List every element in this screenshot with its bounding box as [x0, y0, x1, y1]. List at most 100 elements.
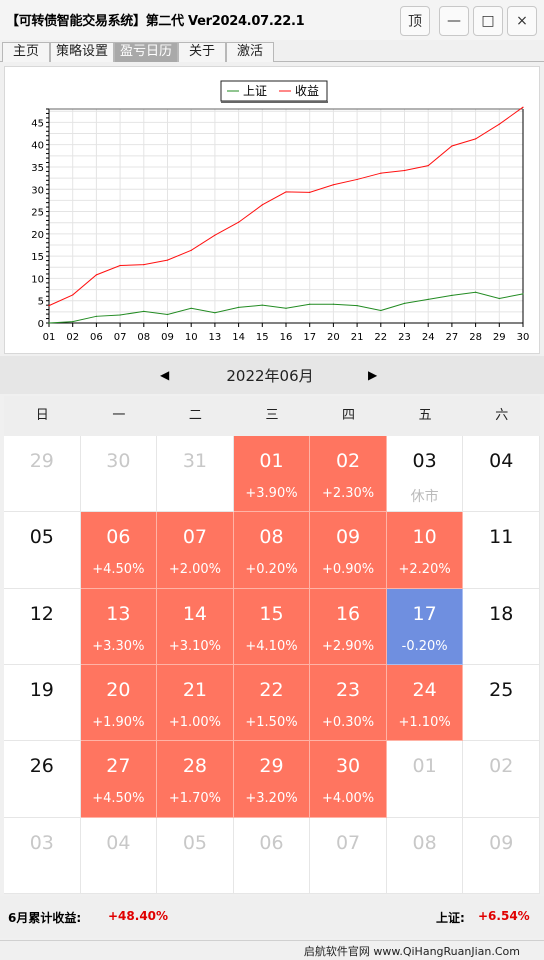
day-number: 01 — [412, 755, 437, 778]
tab-strategy-settings[interactable]: 策略设置 — [50, 42, 114, 62]
calendar-day-cell[interactable]: 09 +0.90% — [310, 512, 387, 589]
day-number: 25 — [489, 679, 514, 701]
series-point — [119, 314, 121, 316]
calendar-day-cell[interactable]: 02 +2.30% — [310, 436, 387, 513]
daily-return: +2.00% — [168, 562, 222, 578]
calendar-day-cell[interactable]: 07 — [310, 817, 387, 894]
x-tick-label: 27 — [446, 332, 459, 343]
calendar-day-cell[interactable]: 06 — [233, 817, 311, 894]
series-point — [285, 307, 287, 309]
weekday-label: 五 — [418, 408, 432, 423]
calendar-day-cell[interactable]: 05 — [4, 512, 81, 589]
calendar-day-cell[interactable]: 17 -0.20% — [386, 588, 464, 665]
y-tick-label: 25 — [31, 208, 44, 219]
calendar-day-cell[interactable]: 23 +0.30% — [310, 665, 387, 742]
series-point — [403, 169, 406, 172]
triangle-left-icon[interactable]: ◀ — [160, 368, 170, 382]
website-link[interactable]: 启航软件官网 www.QiHangRuanJian.Com — [303, 945, 520, 958]
calendar-day-cell[interactable]: 07 +2.00% — [157, 512, 234, 589]
calendar-day-cell[interactable]: 01 +3.90% — [233, 436, 311, 513]
x-tick-label: 20 — [327, 332, 340, 343]
x-tick-label: 30 — [517, 332, 530, 343]
calendar-day-cell[interactable]: 10 +2.20% — [386, 512, 464, 589]
x-tick-label: 09 — [161, 332, 174, 343]
daily-return: +2.20% — [398, 562, 451, 578]
day-number: 24 — [412, 679, 437, 701]
pin-top-button[interactable]: 顶 — [400, 6, 430, 36]
calendar-day-cell[interactable]: 31 — [157, 436, 234, 513]
series-point — [119, 264, 121, 267]
calendar-day-cell[interactable]: 20 +1.90% — [80, 665, 158, 742]
calendar-day-cell[interactable]: 11 — [463, 512, 540, 589]
daily-return: +3.20% — [245, 791, 298, 807]
daily-return: -0.20% — [401, 638, 448, 654]
weekday-label: 四 — [342, 408, 356, 423]
series-point — [403, 302, 406, 304]
day-number: 28 — [182, 755, 208, 778]
calendar-day-cell[interactable]: 04 — [80, 817, 158, 894]
calendar-day-cell[interactable]: 25 — [463, 665, 540, 742]
tab-pnl-calendar[interactable]: 盈亏日历 — [114, 42, 178, 62]
calendar-day-cell[interactable]: 18 — [463, 588, 540, 665]
y-tick-label: 40 — [31, 141, 44, 152]
series-point — [356, 178, 358, 181]
y-tick-label: 10 — [31, 274, 44, 285]
calendar-day-cell[interactable]: 04 — [463, 436, 540, 513]
calendar-day-cell[interactable]: 08 +0.20% — [233, 512, 311, 589]
day-number: 02 — [335, 450, 361, 472]
calendar-day-cell[interactable]: 13 +3.30% — [80, 588, 158, 665]
calendar-day-cell[interactable]: 09 — [463, 817, 540, 894]
calendar-day-cell[interactable]: 08 — [386, 817, 464, 894]
series-point — [238, 221, 240, 223]
y-tick-label: 35 — [31, 163, 44, 174]
calendar-day-cell[interactable]: 14 +3.10% — [157, 588, 234, 665]
calendar-day-cell[interactable]: 05 — [157, 817, 234, 894]
series-point — [166, 313, 169, 316]
series-point — [451, 145, 453, 147]
index-return-value: +6.54% — [478, 909, 530, 923]
tab-home[interactable]: 主页 — [2, 42, 50, 62]
calendar-day-cell[interactable]: 19 — [4, 665, 81, 742]
calendar-day-cell[interactable]: 06 +4.50% — [80, 512, 158, 589]
daily-return: +4.00% — [321, 791, 375, 807]
series-point — [190, 307, 192, 309]
day-number: 16 — [335, 602, 361, 625]
daily-return: +0.20% — [245, 562, 298, 578]
x-tick-label: 24 — [422, 332, 435, 343]
triangle-right-icon[interactable]: ▶ — [368, 368, 378, 382]
weekday-label: 日 — [35, 408, 49, 423]
calendar-day-cell[interactable]: 15 +4.10% — [233, 588, 311, 665]
minimize-button[interactable]: — — [439, 6, 469, 36]
calendar-day-cell[interactable]: 27 +4.50% — [80, 741, 158, 818]
calendar-day-cell[interactable]: 02 — [463, 741, 540, 818]
x-tick-label: 13 — [209, 332, 222, 343]
x-tick-label: 10 — [185, 332, 198, 343]
title-bar: 【可转债智能交易系统】第二代 Ver2024.07.22.1 顶 — □ × — [0, 0, 544, 40]
daily-return: +4.10% — [245, 638, 298, 654]
calendar-day-cell[interactable]: 26 — [4, 741, 81, 818]
calendar-day-cell[interactable]: 30 +4.00% — [310, 741, 387, 818]
calendar-day-cell[interactable]: 29 — [4, 436, 81, 513]
series-point — [309, 303, 311, 305]
series-point — [48, 305, 50, 307]
x-tick-label: 23 — [398, 332, 411, 343]
tab-about[interactable]: 关于 — [178, 42, 226, 62]
calendar-day-cell[interactable]: 29 +3.20% — [233, 741, 311, 818]
calendar-day-cell[interactable]: 28 +1.70% — [157, 741, 234, 818]
calendar-day-cell[interactable]: 22 +1.50% — [233, 665, 311, 742]
x-tick-label: 14 — [232, 332, 245, 343]
calendar-day-cell[interactable]: 16 +2.90% — [310, 588, 387, 665]
calendar-day-cell[interactable]: 24 +1.10% — [386, 665, 464, 742]
calendar-day-cell[interactable]: 03 — [4, 817, 81, 894]
calendar-day-cell[interactable]: 03 休市 — [386, 436, 464, 513]
close-button[interactable]: × — [507, 6, 537, 36]
calendar-day-cell[interactable]: 30 — [80, 436, 158, 513]
calendar-day-cell[interactable]: 01 — [386, 741, 464, 818]
maximize-button[interactable]: □ — [473, 6, 503, 36]
daily-return: +2.90% — [321, 638, 375, 654]
calendar-day-cell[interactable]: 21 +1.00% — [157, 665, 234, 742]
tab-activate[interactable]: 激活 — [226, 42, 274, 62]
y-tick-label: 30 — [31, 185, 44, 196]
calendar-day-cell[interactable]: 12 — [4, 588, 81, 665]
x-tick-label: 28 — [469, 332, 482, 343]
